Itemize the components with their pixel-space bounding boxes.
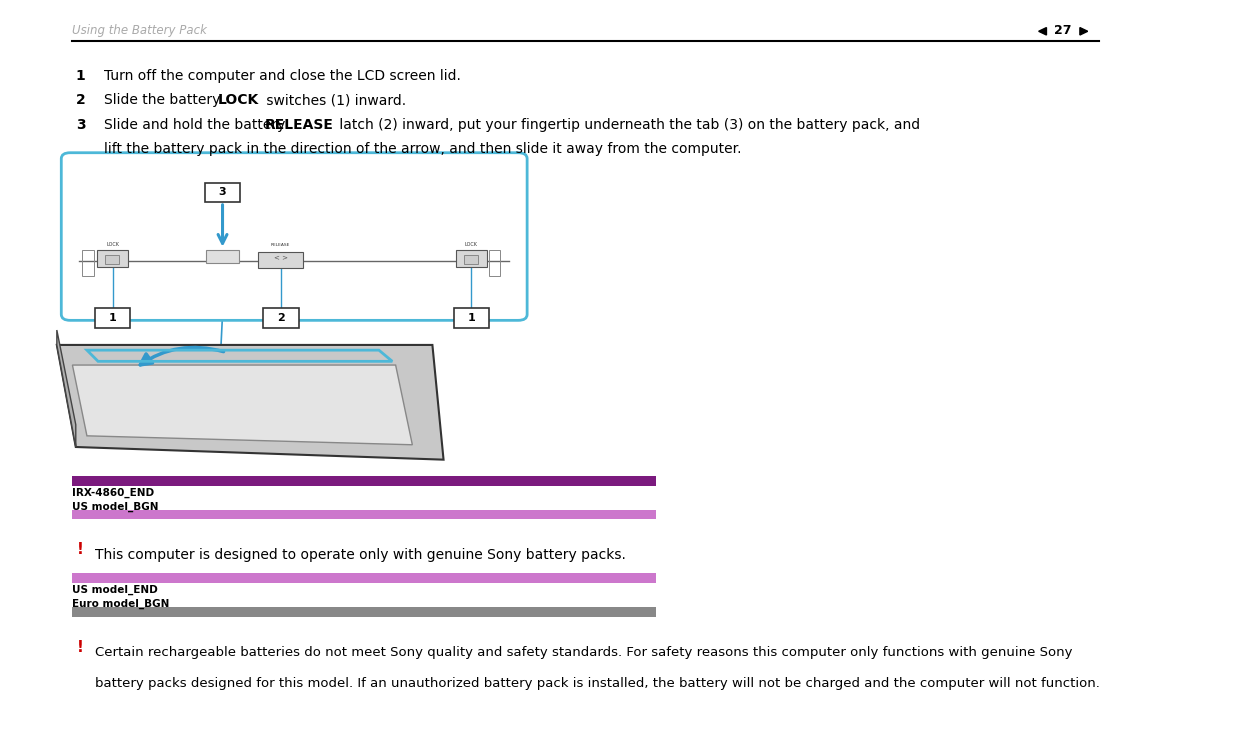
Text: LOCK: LOCK (217, 93, 259, 107)
Polygon shape (72, 365, 413, 445)
Text: Slide and hold the battery: Slide and hold the battery (104, 118, 289, 132)
Bar (72, 476, 656, 486)
Bar (83, 250, 93, 276)
Text: US model_END: US model_END (72, 585, 159, 595)
Text: Slide the battery: Slide the battery (104, 93, 224, 107)
Text: 3: 3 (76, 118, 86, 132)
Bar (454, 308, 490, 328)
Text: RELEASE: RELEASE (265, 118, 334, 132)
Bar (205, 183, 241, 202)
Text: 1: 1 (109, 313, 117, 323)
Text: Euro model_BGN: Euro model_BGN (72, 599, 170, 609)
Text: switches (1) inward.: switches (1) inward. (262, 93, 405, 107)
Bar (94, 308, 130, 328)
FancyBboxPatch shape (61, 153, 527, 320)
Text: Using the Battery Pack: Using the Battery Pack (72, 24, 207, 37)
Polygon shape (1039, 28, 1047, 35)
Bar (258, 252, 303, 268)
Text: 2: 2 (76, 93, 86, 107)
Text: Certain rechargeable batteries do not meet Sony quality and safety standards. Fo: Certain rechargeable batteries do not me… (94, 646, 1073, 659)
Polygon shape (1080, 28, 1087, 35)
Text: 3: 3 (218, 187, 227, 197)
Polygon shape (57, 345, 444, 460)
Bar (263, 308, 299, 328)
Text: 27: 27 (1054, 24, 1071, 37)
Text: LOCK: LOCK (465, 241, 477, 247)
Bar (464, 255, 479, 264)
Text: IRX-4860_END: IRX-4860_END (72, 488, 155, 498)
Bar (206, 250, 239, 263)
Text: 1: 1 (467, 313, 475, 323)
Text: LOCK: LOCK (107, 241, 119, 247)
Bar (72, 607, 656, 617)
Text: !: ! (77, 640, 84, 655)
Text: 2: 2 (277, 313, 285, 323)
Polygon shape (57, 330, 76, 447)
Bar (456, 250, 487, 267)
Bar (72, 510, 656, 519)
Text: 1: 1 (76, 69, 86, 83)
Text: battery packs designed for this model. If an unauthorized battery pack is instal: battery packs designed for this model. I… (94, 677, 1100, 690)
Bar (72, 573, 656, 583)
Bar (97, 250, 128, 267)
Text: This computer is designed to operate only with genuine Sony battery packs.: This computer is designed to operate onl… (94, 548, 626, 562)
Text: latch (2) inward, put your fingertip underneath the tab (3) on the battery pack,: latch (2) inward, put your fingertip und… (336, 118, 920, 132)
Bar (104, 255, 119, 264)
Text: RELEASE: RELEASE (272, 244, 290, 247)
Bar (490, 250, 501, 276)
Text: Turn off the computer and close the LCD screen lid.: Turn off the computer and close the LCD … (104, 69, 460, 83)
Text: < >: < > (274, 255, 288, 261)
Text: lift the battery pack in the direction of the arrow, and then slide it away from: lift the battery pack in the direction o… (104, 142, 742, 156)
Text: !: ! (77, 542, 84, 557)
Text: US model_BGN: US model_BGN (72, 502, 159, 513)
